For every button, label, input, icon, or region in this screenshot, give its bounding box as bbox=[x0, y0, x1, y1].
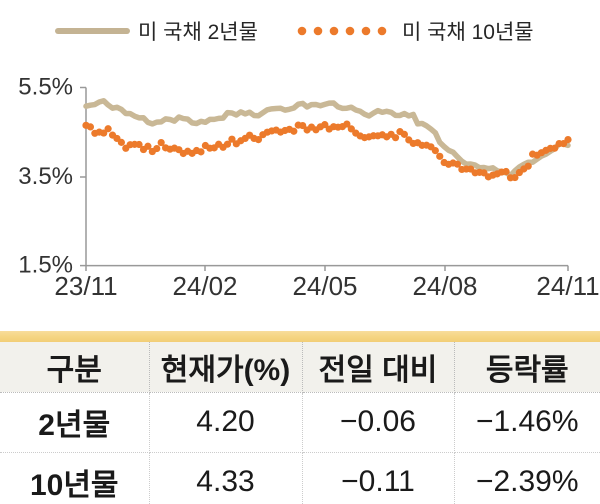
svg-text:미 국채 10년물: 미 국채 10년물 bbox=[402, 21, 534, 44]
svg-text:23/11: 23/11 bbox=[54, 271, 117, 300]
svg-text:5.5%: 5.5% bbox=[18, 74, 73, 101]
svg-text:미 국채 2년물: 미 국채 2년물 bbox=[138, 21, 258, 44]
svg-text:24/08: 24/08 bbox=[412, 271, 477, 300]
svg-text:24/05: 24/05 bbox=[292, 271, 357, 300]
svg-text:3.5%: 3.5% bbox=[18, 163, 73, 190]
svg-text:24/02: 24/02 bbox=[172, 271, 237, 300]
svg-text:24/11: 24/11 bbox=[536, 271, 599, 300]
